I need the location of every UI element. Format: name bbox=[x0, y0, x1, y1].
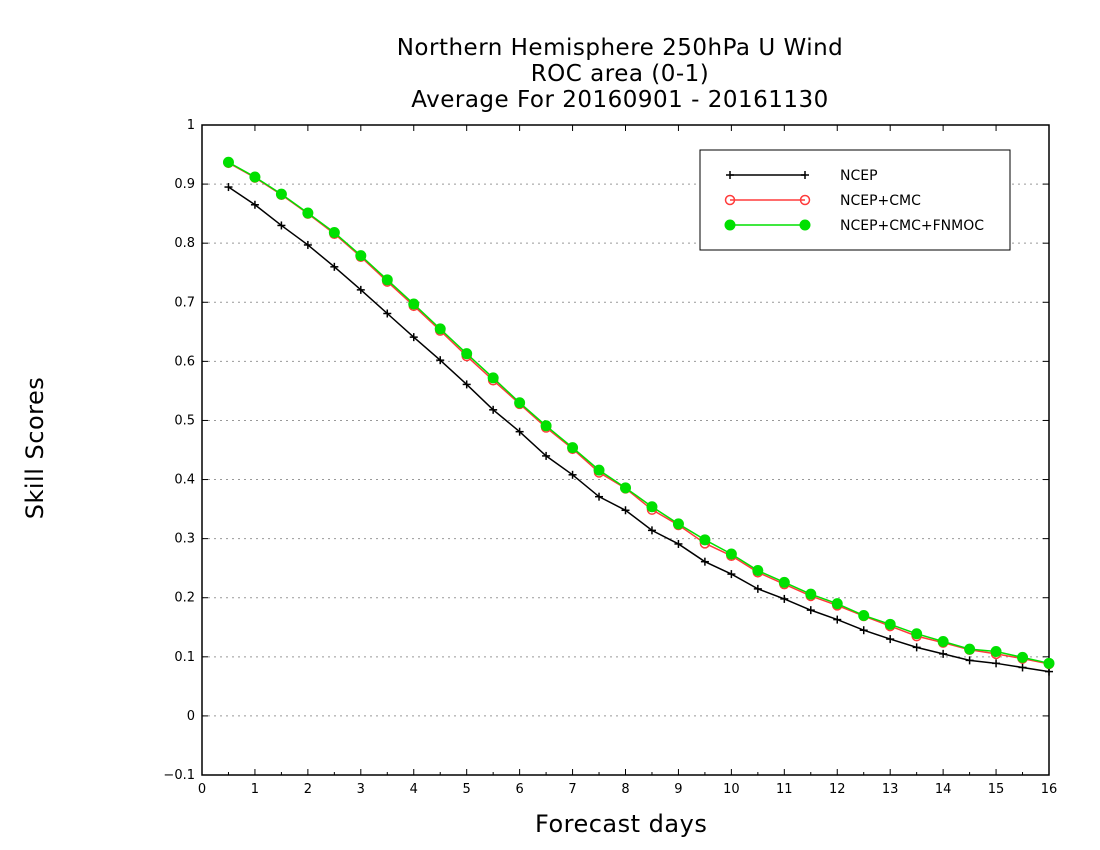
x-tick-label: 14 bbox=[935, 782, 952, 797]
data-point bbox=[799, 194, 811, 206]
y-tick-label: 0.6 bbox=[174, 354, 195, 369]
x-tick-label: 13 bbox=[882, 782, 899, 797]
data-point bbox=[884, 618, 896, 630]
data-point bbox=[620, 482, 631, 494]
x-tick-label: 10 bbox=[723, 782, 740, 797]
legend-label: NCEP bbox=[840, 168, 878, 184]
y-tick-label: 0.1 bbox=[174, 650, 195, 665]
legend-label: NCEP+CMC bbox=[840, 193, 921, 209]
data-point bbox=[937, 635, 949, 647]
data-point bbox=[799, 219, 811, 231]
x-tick-label: 4 bbox=[410, 782, 418, 797]
x-tick-label: 6 bbox=[515, 782, 523, 797]
data-point bbox=[778, 576, 790, 588]
data-point bbox=[752, 565, 764, 577]
x-tick-label: 16 bbox=[1041, 782, 1058, 797]
x-tick-label: 15 bbox=[988, 782, 1005, 797]
y-tick-label: −0.1 bbox=[163, 768, 195, 783]
data-point bbox=[725, 548, 737, 560]
y-tick-label: 0.3 bbox=[174, 532, 195, 547]
data-point bbox=[858, 609, 870, 621]
plot-frame bbox=[201, 124, 1050, 776]
series-ncep-cmc-fnmoc bbox=[222, 156, 1055, 669]
y-tick-label: 0.9 bbox=[174, 177, 195, 192]
x-tick-label: 11 bbox=[776, 782, 793, 797]
series-lines bbox=[222, 156, 1055, 676]
data-point bbox=[302, 207, 314, 219]
data-point bbox=[805, 588, 817, 600]
data-point bbox=[964, 643, 976, 655]
x-tick-label: 0 bbox=[198, 782, 206, 797]
data-point bbox=[1043, 657, 1055, 669]
x-tick-label: 5 bbox=[463, 782, 471, 797]
data-point bbox=[672, 518, 684, 530]
data-point bbox=[911, 628, 923, 640]
data-point bbox=[328, 227, 340, 239]
grid-lines bbox=[202, 183, 1049, 717]
legend-label: NCEP+CMC+FNMOC bbox=[840, 218, 984, 234]
x-tick-label: 2 bbox=[304, 782, 312, 797]
data-point bbox=[408, 298, 420, 310]
x-tick-label: 12 bbox=[829, 782, 846, 797]
data-point bbox=[699, 534, 711, 546]
data-point bbox=[514, 397, 526, 409]
y-tick-label: 1 bbox=[187, 118, 195, 133]
axes: −0.100.10.20.30.40.50.60.70.80.910 1 2 3 4 5 6… bbox=[163, 118, 1057, 797]
chart-title-line-1: Northern Hemisphere 250hPa U Wind bbox=[396, 35, 844, 61]
data-point bbox=[593, 464, 605, 476]
chart-title-line-3: Average For 20160901 - 20161130 bbox=[411, 87, 829, 113]
x-tick-label: 1 bbox=[251, 782, 259, 797]
data-point bbox=[724, 219, 736, 231]
data-point bbox=[1017, 651, 1029, 663]
data-point bbox=[222, 156, 234, 168]
legend-entry: NCEP+CMC bbox=[724, 193, 921, 209]
data-point bbox=[461, 348, 473, 360]
y-tick-label: 0.4 bbox=[174, 473, 195, 488]
data-point bbox=[724, 194, 736, 206]
data-point bbox=[540, 420, 552, 432]
series-line bbox=[228, 186, 1050, 673]
data-point bbox=[646, 501, 658, 513]
data-point bbox=[487, 372, 499, 384]
y-tick-label: 0.7 bbox=[174, 295, 195, 310]
y-tick-label: 0 bbox=[187, 709, 195, 724]
legend: NCEP NCEP+CMC NCEP+CMC+FNMOC bbox=[699, 149, 1011, 251]
chart-title-line-2: ROC area (0-1) bbox=[530, 61, 710, 87]
legend-entry: NCEP+CMC+FNMOC bbox=[724, 218, 984, 234]
y-tick-label: 0.5 bbox=[174, 413, 195, 428]
data-point bbox=[249, 171, 261, 183]
series-ncep bbox=[224, 183, 1053, 676]
x-tick-label: 7 bbox=[568, 782, 576, 797]
y-tick-label: 0.2 bbox=[174, 591, 195, 606]
x-tick-label: 8 bbox=[621, 782, 629, 797]
y-tick-label: 0.8 bbox=[174, 236, 195, 251]
legend-entry: NCEP bbox=[726, 168, 878, 184]
data-point bbox=[831, 598, 843, 610]
x-tick-label: 3 bbox=[357, 782, 365, 797]
x-tick-label: 9 bbox=[674, 782, 682, 797]
data-point bbox=[990, 646, 1002, 657]
data-point bbox=[275, 188, 287, 200]
data-point bbox=[434, 323, 446, 335]
data-point bbox=[567, 442, 579, 454]
data-point bbox=[381, 274, 393, 286]
x-axis-title: Forecast days bbox=[535, 810, 708, 838]
data-point bbox=[355, 250, 367, 262]
